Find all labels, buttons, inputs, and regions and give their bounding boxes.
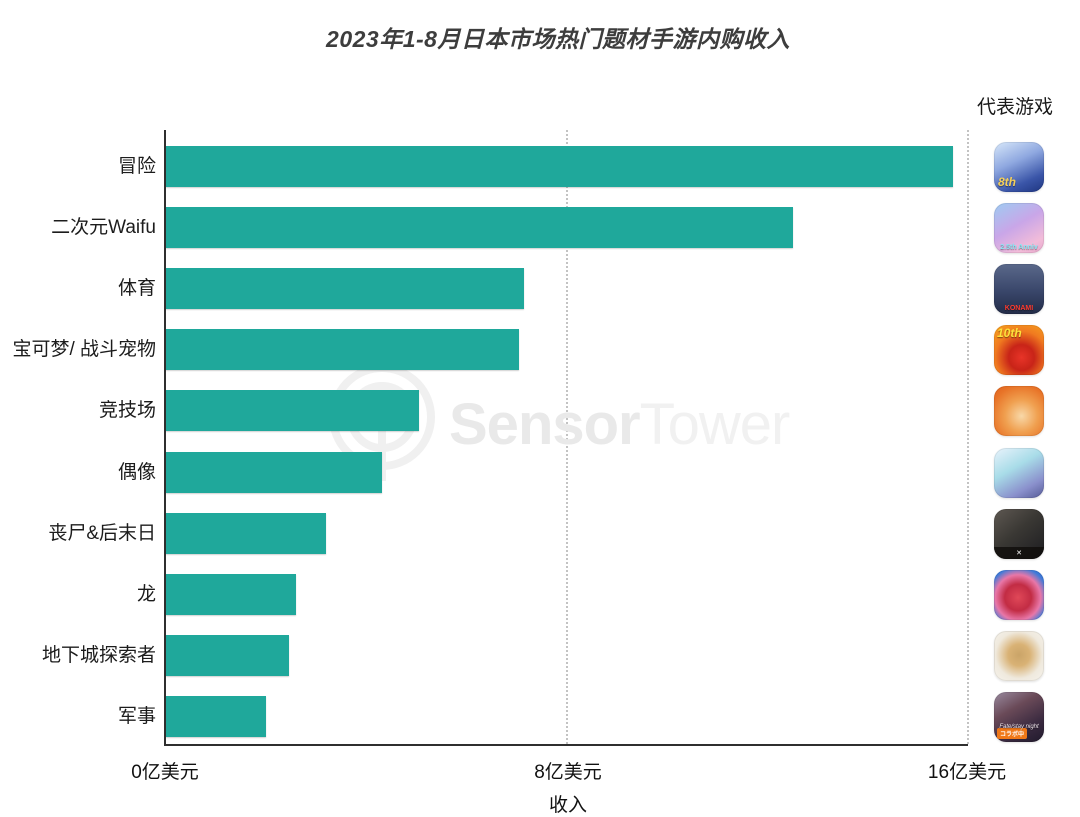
revenue-bar bbox=[166, 513, 326, 554]
x-tick-8: 8亿美元 bbox=[534, 762, 602, 783]
revenue-bar bbox=[166, 268, 524, 309]
revenue-bar bbox=[166, 390, 419, 431]
gridline-16 bbox=[967, 130, 969, 744]
x-tick-16: 16亿美元 bbox=[927, 762, 1007, 783]
category-label: 宝可梦/ 战斗宠物 bbox=[12, 339, 156, 360]
revenue-bar bbox=[166, 696, 266, 737]
category-label: 竞技场 bbox=[98, 400, 156, 421]
zombie-post-apocalypse-rep-game-icon: ✕ bbox=[994, 509, 1044, 559]
x-tick-0: 0亿美元 bbox=[131, 762, 199, 783]
revenue-bar bbox=[166, 635, 289, 676]
revenue-bar bbox=[166, 452, 382, 493]
x-axis-line bbox=[164, 744, 968, 746]
category-label: 体育 bbox=[117, 278, 156, 299]
anime-waifu-rep-game-icon: 2.5th Anniv bbox=[994, 203, 1044, 253]
sports-rep-game-icon: KONAMI bbox=[994, 264, 1044, 314]
category-label: 二次元Waifu bbox=[51, 217, 156, 238]
military-rep-game-icon: コラボ中 Fate/stay night bbox=[994, 692, 1044, 742]
icon-badge: 8th bbox=[998, 175, 1016, 189]
dragon-rep-game-icon bbox=[994, 570, 1044, 620]
icon-badge: KONAMI bbox=[1004, 305, 1034, 312]
gridline-8 bbox=[566, 130, 568, 744]
arena-rep-game-icon bbox=[994, 386, 1044, 436]
icon-badge: コラボ中 bbox=[997, 728, 1028, 739]
watermark-text-bold: Sensor bbox=[449, 392, 641, 457]
category-label: 偶像 bbox=[117, 462, 156, 483]
idol-rep-game-icon bbox=[994, 448, 1044, 498]
x-axis-title: 收入 bbox=[548, 795, 588, 816]
category-label: 军事 bbox=[117, 706, 156, 727]
icon-badge: ✕ bbox=[994, 547, 1044, 559]
revenue-bar bbox=[166, 207, 793, 248]
adventure-rep-game-icon: 8th bbox=[994, 142, 1044, 192]
revenue-bar bbox=[166, 574, 296, 615]
icon-badge: 2.5th Anniv bbox=[1000, 244, 1038, 251]
dungeon-crawler-rep-game-icon bbox=[994, 631, 1044, 681]
icon-badge: 10th bbox=[997, 326, 1022, 340]
y-axis-line bbox=[164, 130, 166, 746]
chart-title: 2023年1-8月日本市场热门题材手游内购收入 bbox=[326, 26, 790, 52]
watermark-text: SensorTower bbox=[449, 396, 790, 454]
revenue-bar bbox=[166, 329, 519, 370]
watermark-text-light: Tower bbox=[639, 392, 791, 457]
category-label: 冒险 bbox=[117, 156, 156, 177]
pokemon-battle-pets-rep-game-icon: 10th bbox=[994, 325, 1044, 375]
category-label: 龙 bbox=[136, 584, 156, 605]
icon-badge: Fate/stay night bbox=[999, 724, 1039, 730]
category-label: 丧尸&后末日 bbox=[48, 523, 156, 544]
legend-header: 代表游戏 bbox=[977, 97, 1054, 118]
revenue-bar bbox=[166, 146, 953, 187]
category-label: 地下城探索者 bbox=[41, 645, 156, 666]
